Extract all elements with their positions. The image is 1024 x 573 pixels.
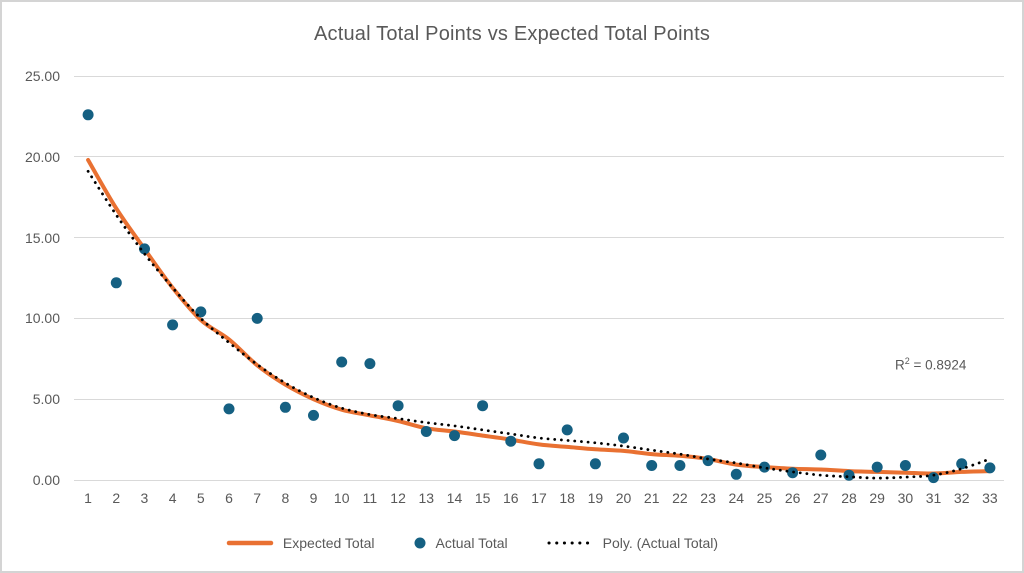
gridline	[74, 317, 1004, 319]
gridline	[74, 75, 1004, 77]
legend-label: Actual Total	[435, 535, 508, 551]
data-point	[251, 312, 263, 324]
x-axis-tick-label: 2	[112, 490, 121, 506]
x-axis-tick-label: 5	[196, 490, 205, 506]
data-point	[477, 400, 489, 412]
x-axis-tick-label: 3	[140, 490, 149, 506]
y-axis-tick-label: 0.00	[32, 472, 60, 488]
data-point	[646, 460, 658, 471]
legend-item-poly-trendline: Poly. (Actual Total)	[546, 535, 718, 551]
data-point	[618, 432, 629, 444]
x-axis-tick-label: 15	[474, 490, 491, 506]
data-point	[533, 458, 545, 470]
legend-item-actual-total: Actual Total	[413, 535, 508, 551]
data-point	[139, 243, 150, 255]
poly-trendline-swatch	[547, 541, 593, 545]
legend-label: Poly. (Actual Total)	[602, 535, 719, 551]
x-axis-tick-label: 1	[84, 490, 92, 506]
data-point	[167, 319, 179, 331]
x-axis-tick-label: 28	[841, 490, 857, 506]
legend-item-expected-total: Expected Total	[226, 535, 375, 551]
data-point	[364, 358, 376, 370]
actual-total-marker-swatch	[414, 537, 426, 549]
x-axis-tick-label: 12	[390, 490, 406, 506]
x-axis-tick-label: 26	[784, 490, 801, 506]
x-axis-tick-label: 19	[587, 490, 604, 506]
x-axis-tick-label: 14	[446, 490, 463, 506]
x-axis-tick-label: 4	[168, 490, 177, 506]
data-point	[759, 461, 770, 473]
plot-area	[82, 109, 996, 484]
y-axis-tick-label: 10.00	[24, 310, 60, 327]
x-axis-tick-label: 13	[418, 490, 435, 506]
data-point	[984, 462, 996, 474]
gridline	[74, 479, 1004, 481]
gridline	[74, 398, 1004, 400]
x-axis-tick-label: 24	[728, 490, 745, 506]
data-point	[110, 277, 122, 289]
expected-total-line	[86, 158, 992, 476]
data-point	[928, 472, 939, 484]
data-point	[449, 430, 460, 442]
legend: Expected Total Actual Total Poly. (Actua…	[2, 535, 982, 551]
data-point	[420, 426, 432, 437]
data-point	[702, 455, 714, 467]
x-axis-tick-label: 27	[813, 490, 829, 506]
y-axis-tick-label: 15.00	[24, 229, 60, 246]
data-point	[336, 356, 348, 368]
x-axis-tick-label: 11	[362, 490, 378, 506]
data-point	[392, 400, 404, 412]
y-axis-tick-label: 5.00	[32, 391, 60, 408]
x-axis-tick-label: 33	[982, 490, 998, 506]
x-axis-tick-label: 23	[700, 490, 716, 506]
gridline	[74, 237, 1004, 239]
y-axis-tick-label: 20.00	[24, 148, 60, 165]
r-squared-label: R2 = 0.8924	[895, 356, 967, 373]
data-point	[815, 449, 827, 461]
data-point	[589, 458, 601, 470]
data-point	[843, 469, 855, 481]
x-axis-tick-label: 8	[281, 490, 290, 506]
x-axis-tick-label: 22	[672, 490, 688, 506]
x-axis-tick-label: 20	[615, 490, 632, 506]
x-axis-tick-label: 9	[309, 490, 318, 506]
chart-title: Actual Total Points vs Expected Total Po…	[313, 23, 711, 45]
x-axis-tick-label: 7	[253, 490, 262, 506]
x-axis-tick-label: 18	[559, 490, 575, 506]
data-point	[899, 460, 911, 471]
x-axis-tick-label: 10	[333, 490, 350, 506]
x-axis-tick-label: 6	[225, 490, 233, 506]
expected-total-line-swatch	[226, 540, 274, 546]
data-point	[279, 401, 291, 413]
gridline	[74, 156, 1004, 158]
x-axis-tick-label: 29	[869, 490, 885, 506]
data-point	[505, 435, 517, 447]
x-axis-tick-label: 17	[531, 490, 547, 506]
data-point	[674, 460, 686, 471]
y-axis-tick-label: 25.00	[24, 68, 60, 84]
data-point	[308, 409, 319, 421]
actual-total-points	[82, 109, 996, 484]
x-axis-tick-label: 30	[897, 490, 914, 506]
poly-trendline	[86, 169, 992, 480]
legend-label: Expected Total	[282, 535, 375, 551]
data-point	[82, 109, 94, 121]
x-axis-tick-label: 31	[925, 490, 942, 506]
data-point	[561, 424, 573, 436]
data-point	[956, 458, 968, 470]
x-axis-tick-label: 21	[643, 490, 660, 506]
data-point	[730, 468, 742, 480]
x-axis-tick-label: 25	[756, 490, 773, 506]
x-axis-tick-label: 16	[503, 490, 519, 506]
x-axis-tick-label: 32	[953, 490, 970, 506]
data-point	[223, 403, 235, 415]
data-point	[871, 461, 883, 473]
